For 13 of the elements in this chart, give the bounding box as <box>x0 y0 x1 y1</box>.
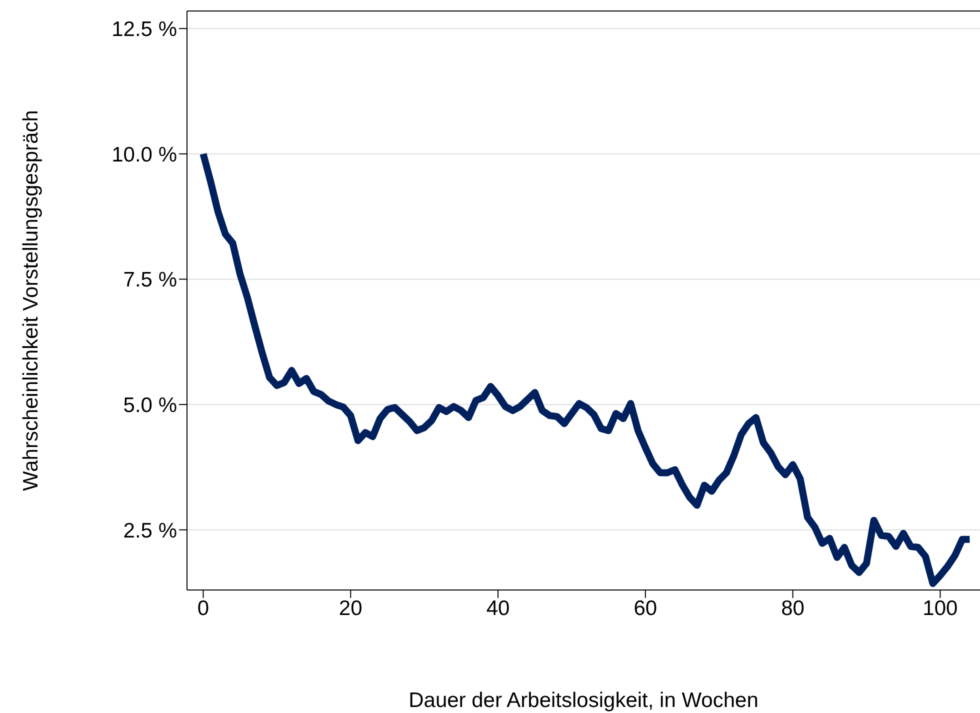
x-axis-title: Dauer der Arbeitslosigkeit, in Wochen <box>408 689 758 712</box>
y-tick-label: 12.5 % <box>112 18 177 41</box>
y-axis-title: Wahrscheinlichkeit Vorstellungsgespräch <box>19 110 42 491</box>
y-tick-label: 2.5 % <box>123 519 177 542</box>
x-tick-label: 80 <box>781 596 804 620</box>
y-tick-label: 5.0 % <box>123 394 177 417</box>
x-tick-label: 20 <box>338 596 362 620</box>
x-tick-label: 60 <box>634 596 658 620</box>
x-tick-label: 0 <box>197 596 210 620</box>
y-tick-label: 7.5 % <box>123 268 177 292</box>
x-tick-label: 40 <box>486 596 510 620</box>
y-tick-label: 10.0 % <box>112 143 177 166</box>
x-tick-label: 100 <box>922 596 958 620</box>
